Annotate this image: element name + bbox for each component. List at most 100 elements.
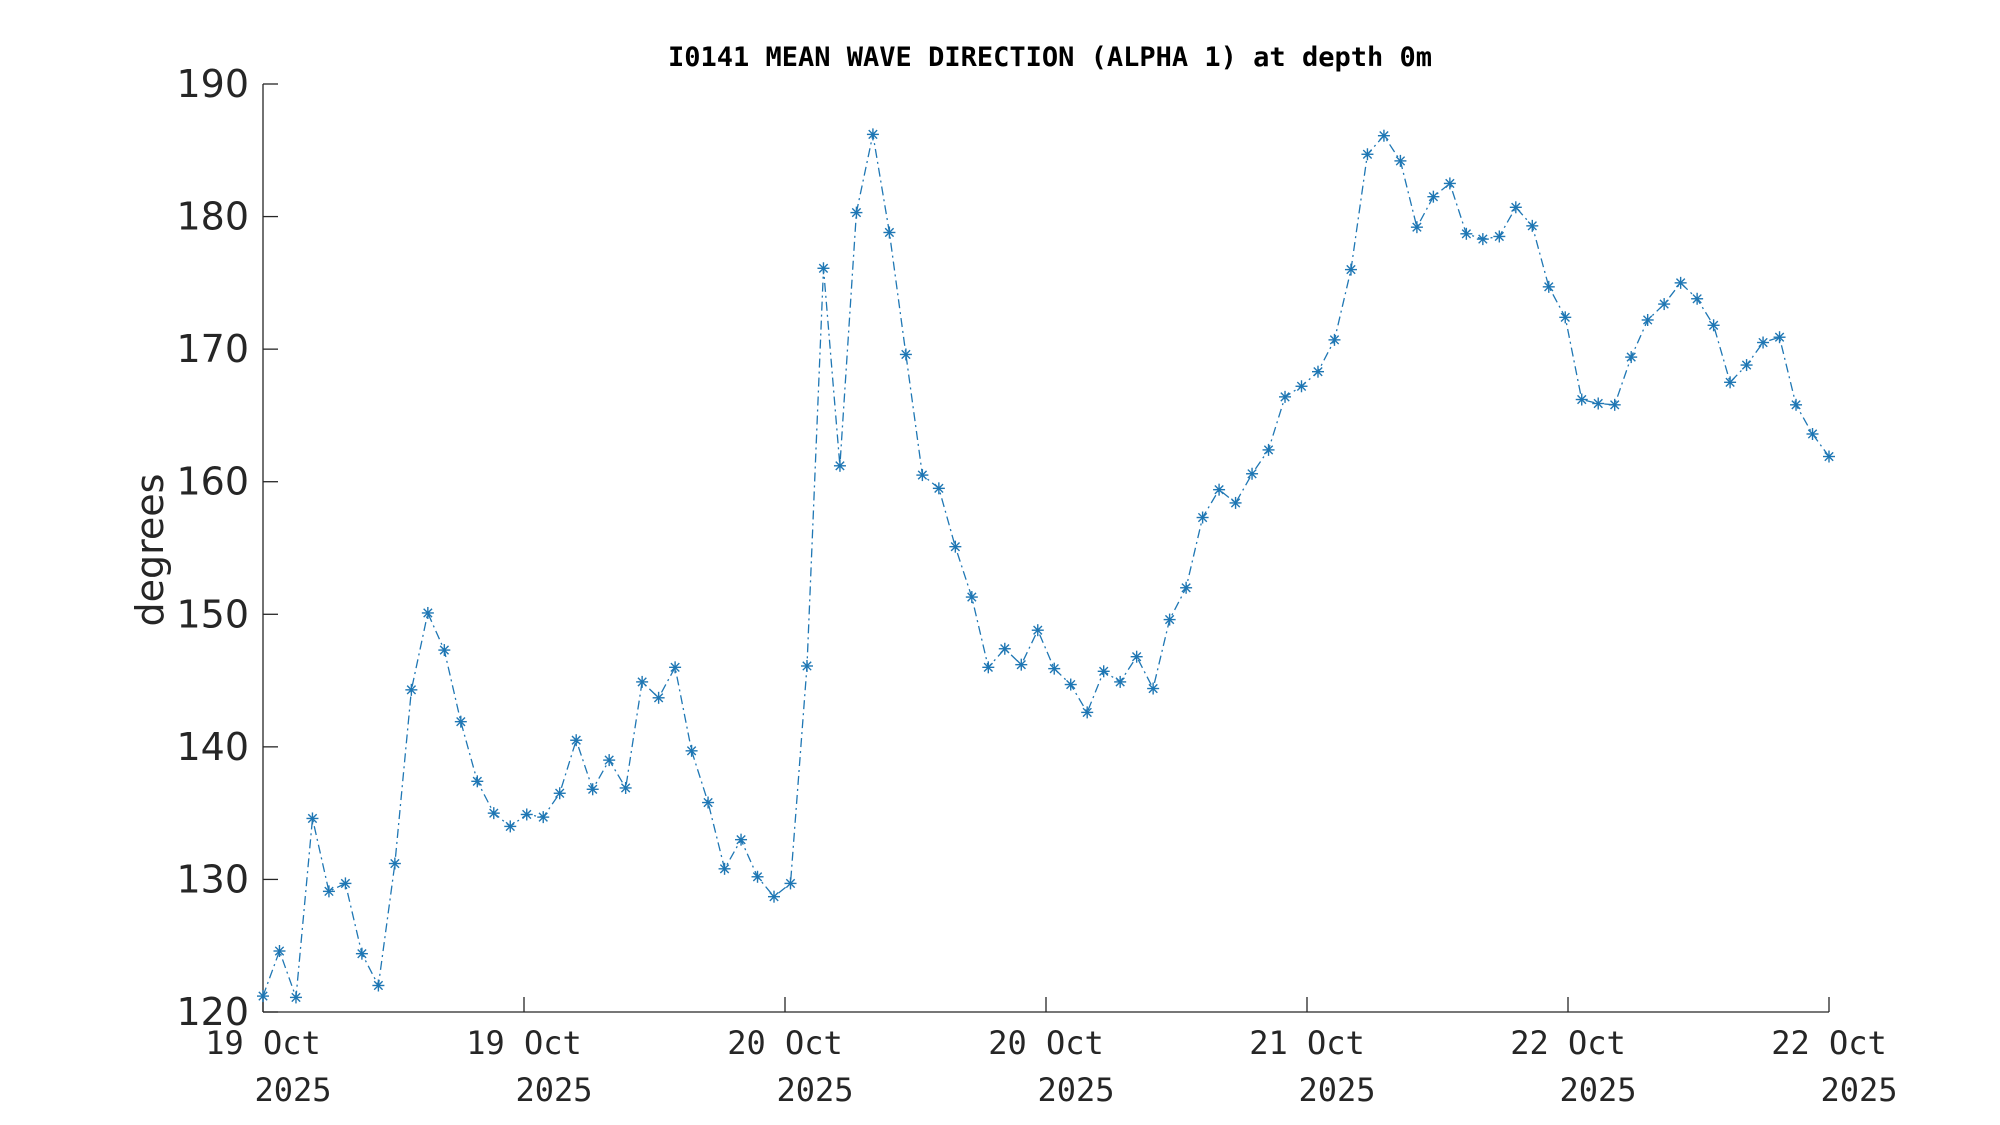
data-point xyxy=(1641,313,1654,326)
data-point xyxy=(1526,219,1539,232)
x-ticks: 19 Oct 2025 19 Oct 2025 20 Oct 2025 20 Oct 2025… xyxy=(205,997,1898,1109)
data-point xyxy=(1724,376,1737,389)
data-point xyxy=(1740,359,1753,372)
data-point xyxy=(883,226,896,239)
data-point xyxy=(1691,292,1704,305)
x-tick-label-year: 2025 xyxy=(1820,1071,1897,1109)
data-point xyxy=(1410,221,1423,234)
data-point xyxy=(1493,230,1506,243)
y-tick-label: 150 xyxy=(176,592,249,636)
data-point xyxy=(586,783,599,796)
data-point xyxy=(1377,129,1390,142)
x-tick-label-year: 2025 xyxy=(1559,1071,1636,1109)
y-axis-label: degrees xyxy=(128,474,172,627)
data-point xyxy=(1081,706,1094,719)
x-tick-label-date: 19 Oct xyxy=(205,1024,321,1062)
data-point xyxy=(652,691,665,704)
data-point xyxy=(355,947,368,960)
data-point xyxy=(1559,311,1572,324)
y-tick-label: 180 xyxy=(176,195,249,239)
data-point xyxy=(1229,496,1242,509)
data-point xyxy=(1114,675,1127,688)
data-point xyxy=(1361,148,1374,161)
data-point xyxy=(982,661,995,674)
data-point xyxy=(1130,650,1143,663)
y-tick-label: 170 xyxy=(176,327,249,371)
data-point xyxy=(800,659,813,672)
data-point xyxy=(520,808,533,821)
y-tick-label: 130 xyxy=(176,857,249,901)
data-point xyxy=(1196,511,1209,524)
data-point xyxy=(1015,658,1028,671)
x-tick-label-date: 22 Oct xyxy=(1771,1024,1887,1062)
data-point xyxy=(1262,443,1275,456)
data-point xyxy=(1427,190,1440,203)
data-point xyxy=(405,683,418,696)
data-point xyxy=(1806,427,1819,440)
data-point xyxy=(751,870,764,883)
x-tick-label-year: 2025 xyxy=(254,1071,331,1109)
data-point xyxy=(932,482,945,495)
data-point xyxy=(1064,678,1077,691)
data-point xyxy=(1608,398,1621,411)
data-point xyxy=(289,991,302,1004)
y-tick-label: 160 xyxy=(176,460,249,504)
data-point xyxy=(1658,298,1671,311)
data-point xyxy=(454,715,467,728)
data-point xyxy=(421,606,434,619)
data-point xyxy=(1344,263,1357,276)
x-tick-label-date: 19 Oct xyxy=(466,1024,582,1062)
data-point xyxy=(1394,154,1407,167)
data-point xyxy=(1592,397,1605,410)
data-point xyxy=(306,812,319,825)
data-point xyxy=(471,775,484,788)
data-point xyxy=(685,744,698,757)
data-point xyxy=(1048,662,1061,675)
data-point xyxy=(1213,483,1226,496)
data-point xyxy=(1757,336,1770,349)
data-point xyxy=(1790,398,1803,411)
data-point xyxy=(735,833,748,846)
data-point xyxy=(1674,276,1687,289)
data-point xyxy=(1147,682,1160,695)
data-point xyxy=(1180,581,1193,594)
data-point xyxy=(1163,613,1176,626)
data-point xyxy=(702,796,715,809)
data-point xyxy=(1707,319,1720,332)
data-point xyxy=(784,877,797,890)
data-point xyxy=(949,540,962,553)
data-point xyxy=(1460,227,1473,240)
x-tick-label-date: 21 Oct xyxy=(1249,1024,1365,1062)
data-point xyxy=(619,781,632,794)
data-point xyxy=(257,990,269,1003)
y-ticks: 120 130 140 150 160 170 180 190 xyxy=(176,62,278,1034)
x-tick-label-date: 22 Oct xyxy=(1510,1024,1626,1062)
data-point xyxy=(1295,380,1308,393)
data-point xyxy=(603,754,616,767)
x-tick-label-year: 2025 xyxy=(1037,1071,1114,1109)
data-point xyxy=(339,877,352,890)
x-tick-label-date: 20 Oct xyxy=(988,1024,1104,1062)
data-point xyxy=(537,811,550,824)
data-point xyxy=(965,591,978,604)
data-point xyxy=(553,787,566,800)
data-point xyxy=(899,348,912,361)
x-tick-label-year: 2025 xyxy=(515,1071,592,1109)
data-point xyxy=(1031,624,1044,637)
data-point xyxy=(1246,467,1259,480)
data-point xyxy=(1773,331,1786,344)
data-point xyxy=(817,262,830,275)
data-point xyxy=(504,820,517,833)
data-point xyxy=(322,885,335,898)
data-point xyxy=(916,469,929,482)
data-point xyxy=(768,890,781,903)
data-point xyxy=(570,734,583,747)
data-point xyxy=(1823,450,1835,463)
x-tick-label-year: 2025 xyxy=(776,1071,853,1109)
data-point xyxy=(1542,280,1555,293)
y-tick-label: 120 xyxy=(176,990,249,1034)
x-tick-label-date: 20 Oct xyxy=(727,1024,843,1062)
y-tick-label: 190 xyxy=(176,62,249,106)
data-point xyxy=(1625,351,1638,364)
